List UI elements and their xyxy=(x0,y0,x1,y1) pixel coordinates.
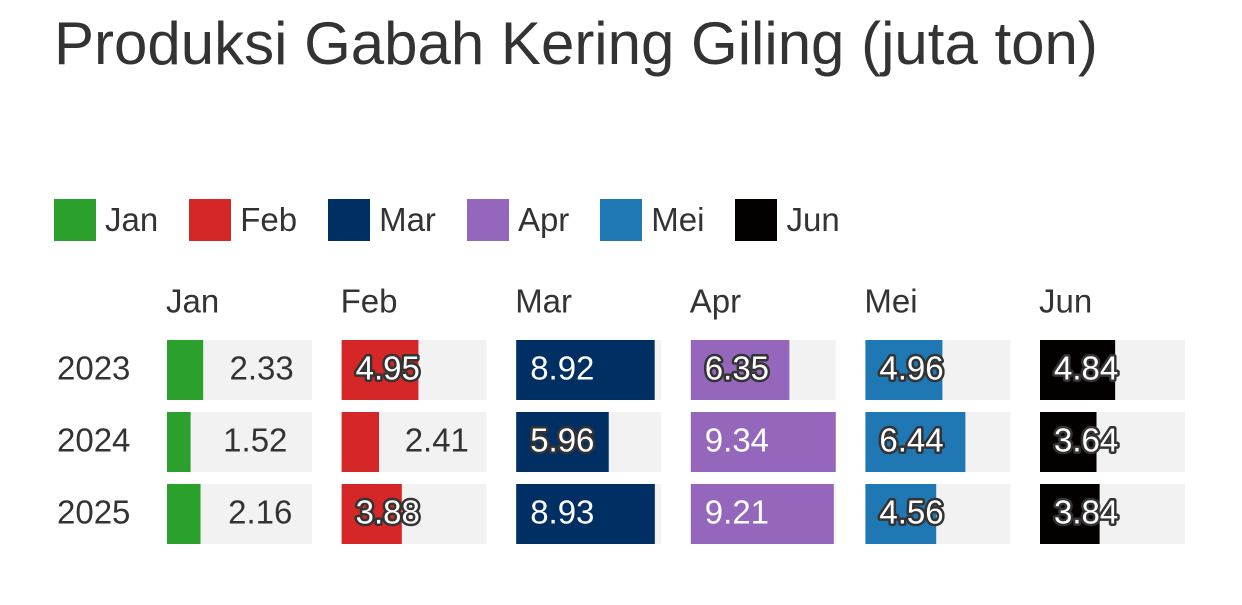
legend-label: Jan xyxy=(105,201,159,238)
chart-title: Produksi Gabah Kering Giling (juta ton) xyxy=(54,10,1098,77)
bar xyxy=(865,340,943,400)
value-label: 9.21 xyxy=(705,494,769,531)
bar xyxy=(1040,412,1097,472)
bar xyxy=(167,340,204,400)
value-label: 3.64 xyxy=(1054,422,1118,459)
value-label: 8.93 xyxy=(530,494,594,531)
bar xyxy=(516,412,609,472)
bar xyxy=(1040,340,1116,400)
row-label: 2023 xyxy=(57,350,130,387)
bar xyxy=(516,484,655,544)
legend-swatch xyxy=(189,199,232,241)
column-label: Apr xyxy=(690,283,741,320)
column-label: Mar xyxy=(515,283,572,320)
column-label: Jun xyxy=(1039,283,1092,320)
bar xyxy=(865,412,966,472)
legend-label: Jun xyxy=(786,201,840,238)
legend-label: Mar xyxy=(379,201,436,238)
legend-swatch xyxy=(466,199,509,241)
legend-swatch xyxy=(54,199,96,241)
value-label: 4.96 xyxy=(879,350,943,387)
bar xyxy=(341,412,380,472)
value-label: 4.56 xyxy=(879,494,943,531)
row-label: 2024 xyxy=(57,422,130,459)
bar xyxy=(865,484,937,544)
value-label: 3.84 xyxy=(1054,494,1118,531)
column-label: Mei xyxy=(864,283,917,320)
legend-swatch xyxy=(328,199,371,241)
value-label: 4.84 xyxy=(1054,350,1118,387)
legend-swatch xyxy=(735,199,778,241)
column-label: Feb xyxy=(341,283,398,320)
legend: Jan Feb Mar Apr Mei Jun xyxy=(54,199,840,241)
legend-item: Jan xyxy=(54,199,158,241)
legend-item: Mei xyxy=(600,199,704,241)
bar xyxy=(690,412,836,472)
value-label: 9.34 xyxy=(705,422,769,459)
bar xyxy=(341,340,419,400)
legend-item: Jun xyxy=(735,199,840,241)
bar xyxy=(690,340,790,400)
value-label: 6.35 xyxy=(705,350,769,387)
row-label: 2025 xyxy=(57,494,130,531)
bar xyxy=(690,484,834,544)
legend-label: Feb xyxy=(240,201,298,238)
bar xyxy=(1040,484,1100,544)
value-label: 6.44 xyxy=(879,422,943,459)
legend-item: Feb xyxy=(189,199,297,241)
legend-label: Mei xyxy=(651,201,705,238)
legend-swatch xyxy=(600,199,643,241)
bar xyxy=(516,340,655,400)
value-label: 3.88 xyxy=(356,494,420,531)
bar xyxy=(341,484,402,544)
value-label: 8.92 xyxy=(530,350,594,387)
bar xyxy=(167,412,191,472)
legend-item: Apr xyxy=(466,199,570,241)
value-label: 2.33 xyxy=(229,350,293,387)
column-label: Jan xyxy=(166,283,219,320)
value-label: 2.16 xyxy=(228,494,292,531)
legend-item: Mar xyxy=(328,199,436,241)
legend-label: Apr xyxy=(517,201,570,238)
value-label: 1.52 xyxy=(223,422,287,459)
bar-track xyxy=(167,412,312,472)
value-label: 4.95 xyxy=(356,350,420,387)
bar xyxy=(167,484,201,544)
value-label: 2.41 xyxy=(405,422,469,459)
value-label: 5.96 xyxy=(530,422,594,459)
